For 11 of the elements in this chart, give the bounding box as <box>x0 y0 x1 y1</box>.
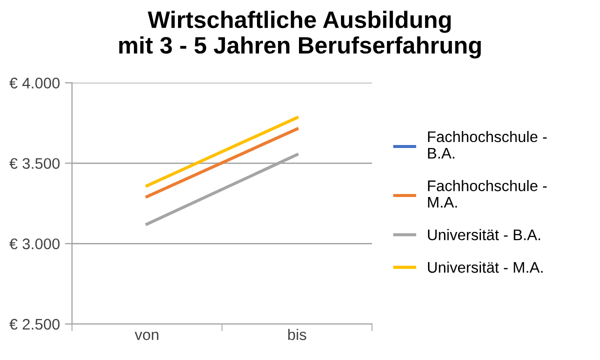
y-tick-label: € 4.000 <box>9 78 60 88</box>
legend-label: Fachhochschule - B.A. <box>428 130 547 158</box>
legend-label: Fachhochschule - M.A. <box>428 180 547 208</box>
legend-label: Universität - M.A. <box>428 262 543 273</box>
chart-title: Wirtschaftliche Ausbildung mit 3 - 5 Jahren Berufserfahrung <box>119 10 481 58</box>
y-tick-label: € 2.500 <box>9 318 60 330</box>
legend-label: Universität - B.A. <box>428 229 540 240</box>
y-tick-label: € 3.500 <box>9 158 60 169</box>
x-tick-label: bis <box>288 328 306 340</box>
y-tick-label: € 3.000 <box>9 238 60 250</box>
x-tick-label: von <box>134 332 158 340</box>
